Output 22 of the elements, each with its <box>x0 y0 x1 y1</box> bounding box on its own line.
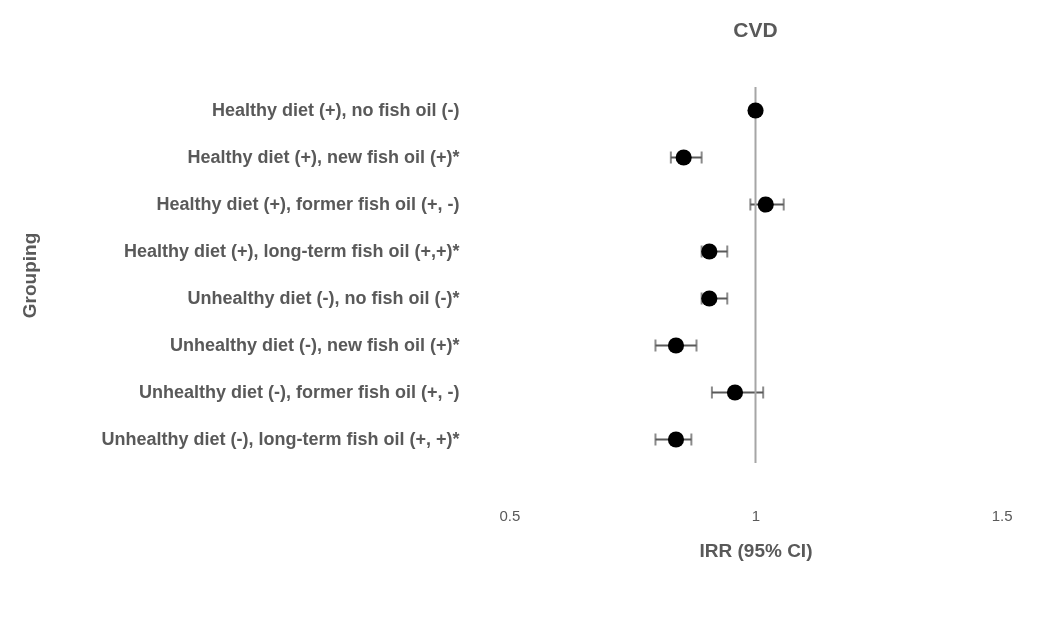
x-tick-label: 1 <box>751 506 761 524</box>
x-tick-label: 1.5 <box>991 506 1013 524</box>
point <box>726 384 744 401</box>
y-tick-label: Healthy diet (+), long-term fish oil (+,+)* <box>123 240 460 261</box>
y-axis-title: Grouping <box>18 232 40 319</box>
y-tick-label: Healthy diet (+), former fish oil (+, -) <box>156 193 460 214</box>
y-tick-label: Unhealthy diet (-), former fish oil (+, -) <box>138 381 460 402</box>
point <box>747 102 764 119</box>
y-tick-label: Unhealthy diet (-), new fish oil (+)* <box>169 334 460 355</box>
point <box>757 196 774 213</box>
y-tick-label: Unhealthy diet (-), long-term fish oil (+, +)* <box>101 428 460 449</box>
point <box>675 149 692 166</box>
chart-title: CVD <box>733 18 778 41</box>
point <box>667 431 685 448</box>
y-tick-label: Healthy diet (+), no fish oil (-) <box>212 99 460 120</box>
x-tick-label: 0.5 <box>499 506 521 524</box>
y-tick-label: Healthy diet (+), new fish oil (+)* <box>187 146 460 167</box>
point <box>667 337 685 354</box>
x-axis-title: IRR (95% CI) <box>699 539 813 561</box>
point <box>701 243 718 260</box>
y-tick-label: Unhealthy diet (-), no fish oil (-)* <box>187 287 460 308</box>
point <box>701 290 718 307</box>
